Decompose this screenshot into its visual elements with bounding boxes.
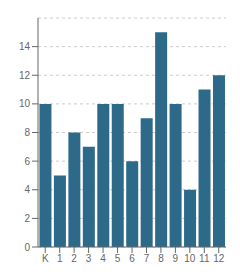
svg-text:3: 3 (86, 253, 92, 264)
svg-text:10: 10 (184, 253, 196, 264)
svg-text:11: 11 (199, 253, 210, 264)
svg-text:12: 12 (19, 70, 31, 81)
svg-text:12: 12 (213, 253, 225, 264)
svg-text:5: 5 (115, 253, 121, 264)
svg-text:4: 4 (24, 184, 30, 195)
svg-text:8: 8 (158, 253, 164, 264)
svg-text:0: 0 (24, 242, 30, 253)
svg-text:8: 8 (24, 127, 30, 138)
svg-text:2: 2 (71, 253, 77, 264)
svg-text:6: 6 (129, 253, 135, 264)
svg-text:K: K (42, 253, 49, 264)
svg-text:7: 7 (144, 253, 150, 264)
svg-text:2: 2 (24, 213, 30, 224)
svg-text:10: 10 (19, 98, 31, 109)
svg-text:6: 6 (24, 156, 30, 167)
svg-text:14: 14 (19, 41, 31, 52)
svg-text:4: 4 (100, 253, 106, 264)
svg-text:9: 9 (173, 253, 179, 264)
svg-text:1: 1 (57, 253, 63, 264)
